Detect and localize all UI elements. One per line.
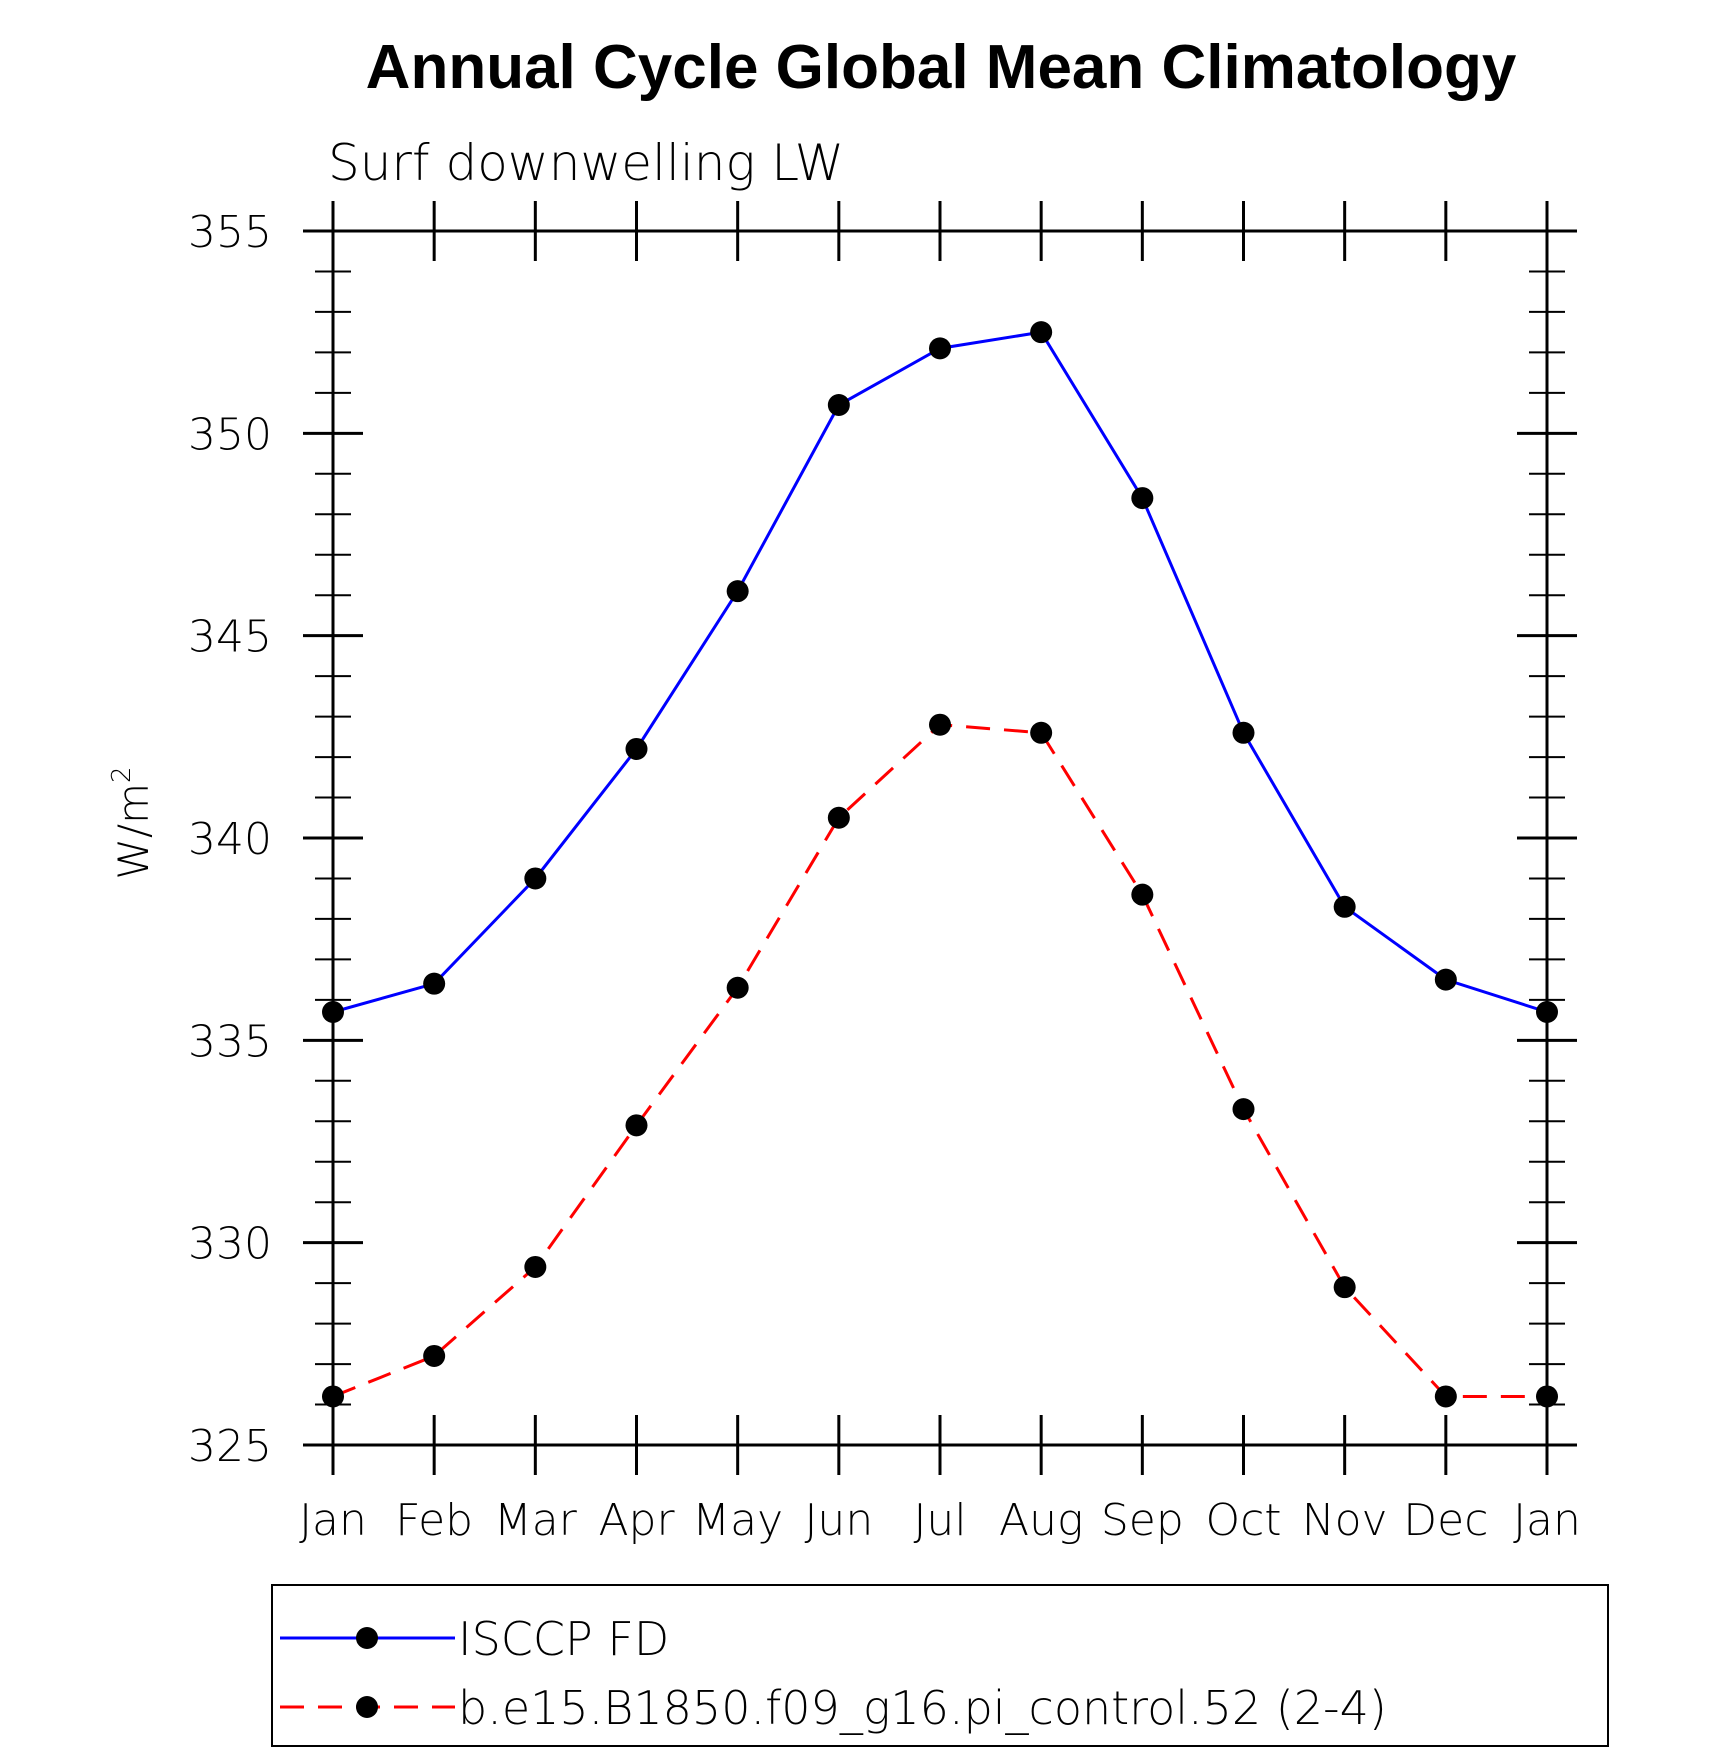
series-lines (322, 321, 1558, 1408)
data-point (1333, 895, 1356, 918)
data-point (1131, 883, 1154, 906)
plot-frame (331, 229, 1549, 1447)
y-tick-label: 335 (188, 1016, 272, 1067)
legend-marker (356, 1627, 378, 1649)
data-point (1131, 487, 1154, 510)
chart-title: Annual Cycle Global Mean Climatology (366, 33, 1517, 102)
data-point (423, 972, 446, 995)
y-axis-label-text: W/m (109, 783, 158, 880)
y-tick-label: 330 (188, 1219, 272, 1270)
legend-marker (356, 1696, 378, 1718)
data-point (322, 1385, 344, 1408)
x-tick-label: Oct (1205, 1495, 1281, 1546)
data-point (827, 806, 850, 829)
y-tick-label: 345 (188, 612, 272, 663)
x-tick-label: May (692, 1495, 783, 1546)
y-axis-label: W/m2 (107, 766, 158, 879)
x-tick-label: Feb (395, 1495, 473, 1546)
legend-box (271, 1584, 1609, 1747)
data-point (827, 394, 850, 417)
series-line (332, 330, 1548, 1014)
x-tick-label: Apr (598, 1495, 675, 1546)
x-tick-label: Nov (1302, 1495, 1388, 1546)
legend-label: ISCCP FD (458, 1612, 669, 1666)
data-point (1434, 1385, 1457, 1408)
x-tick-labels: Jan Feb Mar Apr May Jun Jul Aug Sep Oct Nov Dec Jan (299, 1495, 1581, 1546)
x-tick-label: Jan (299, 1495, 367, 1546)
data-point (1232, 1098, 1255, 1121)
legend: ISCCP FD b.e15.B1850.f09_g16.pi_control.5… (271, 1584, 1609, 1747)
chart-subtitle: Surf downwelling LW (328, 134, 844, 192)
x-tick-label: Mar (494, 1495, 578, 1546)
axis-ticks (303, 201, 1577, 1475)
data-point (726, 580, 749, 603)
y-tick-labels: 325 330 335 340 345 350 355 (188, 207, 272, 1472)
data-point (1536, 1001, 1558, 1024)
data-point (929, 713, 951, 736)
data-point (423, 1344, 446, 1367)
data-point (929, 337, 951, 360)
svg-text:W/m2: W/m2 (107, 766, 158, 879)
data-point (1333, 1276, 1356, 1299)
y-tick-label: 350 (188, 409, 272, 460)
series-line (332, 723, 1547, 1398)
data-point (1536, 1385, 1558, 1408)
data-point (1232, 721, 1255, 744)
y-tick-label: 325 (188, 1421, 272, 1472)
data-point (524, 1255, 547, 1278)
x-tick-label: Jul (913, 1495, 966, 1546)
series-group (322, 321, 1558, 1024)
x-tick-label: Sep (1101, 1495, 1184, 1546)
data-point (524, 867, 547, 890)
data-point (1030, 721, 1053, 744)
y-tick-label: 355 (188, 207, 272, 258)
data-point (1434, 968, 1457, 991)
x-tick-label: Jan (1513, 1495, 1581, 1546)
y-axis-label-superscript: 2 (107, 766, 137, 783)
data-point (625, 737, 648, 760)
x-tick-label: Aug (999, 1495, 1083, 1546)
y-tick-label: 340 (188, 814, 272, 865)
data-point (625, 1114, 648, 1137)
data-point (322, 1001, 344, 1024)
data-point (726, 976, 749, 999)
series-group (322, 713, 1558, 1408)
x-tick-label: Dec (1403, 1495, 1488, 1546)
data-point (1030, 321, 1053, 344)
legend-label: b.e15.B1850.f09_g16.pi_control.52 (2-4) (458, 1681, 1387, 1735)
x-tick-label: Jun (804, 1495, 873, 1546)
